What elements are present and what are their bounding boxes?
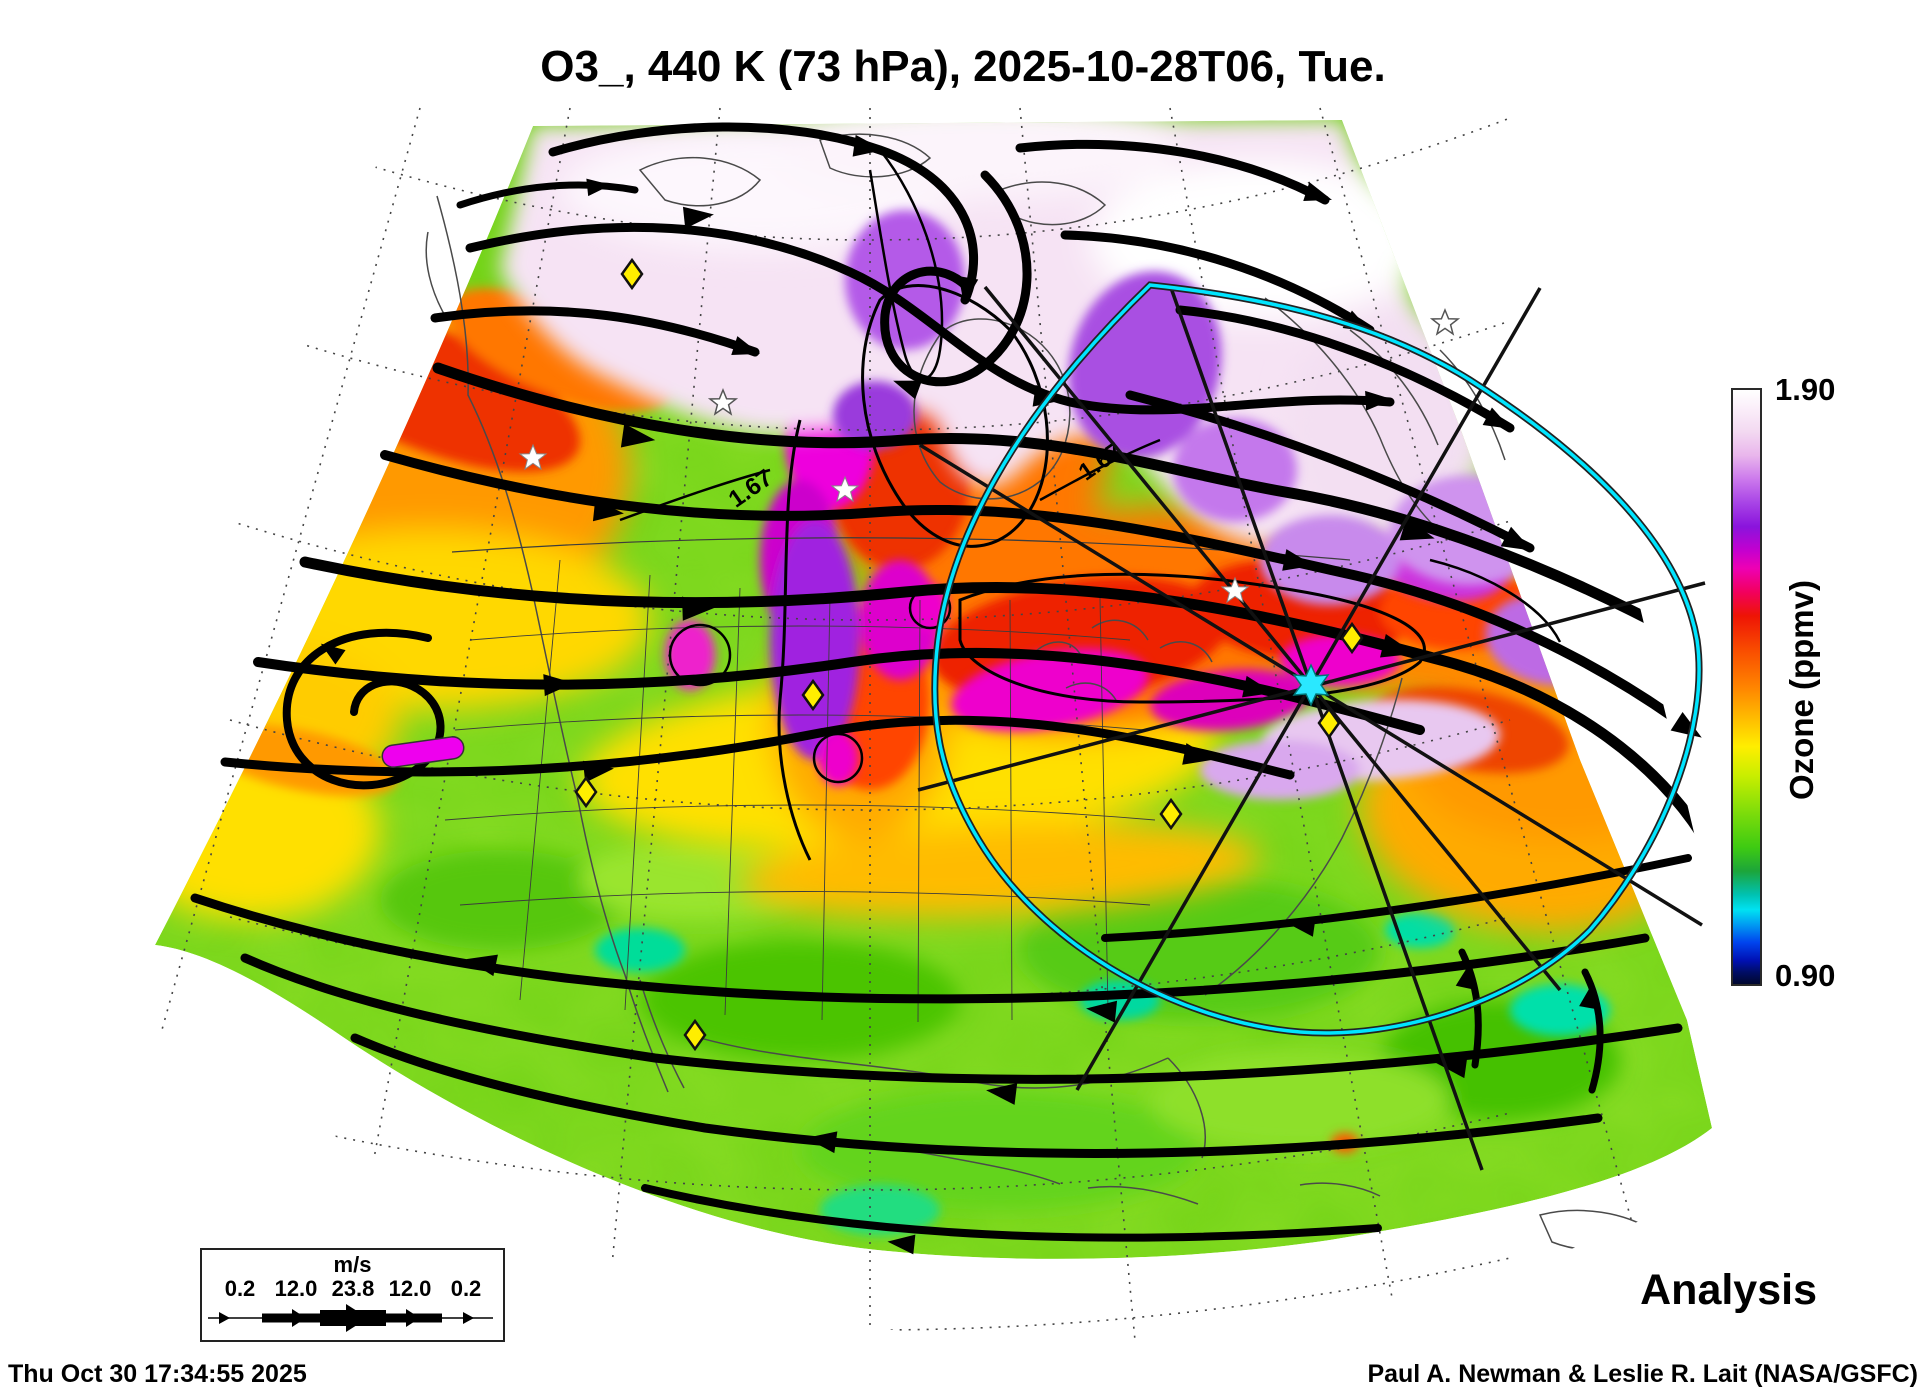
analysis-label: Analysis <box>1640 1266 1817 1314</box>
wind-value: 12.0 <box>274 1276 318 1301</box>
station-star-marker <box>1292 663 1330 707</box>
colorbar-axis-label: Ozone (ppmv) <box>1783 580 1820 800</box>
wind-arrow-glyph <box>208 1304 493 1332</box>
colorbar-gradient <box>1731 388 1762 986</box>
wind-value: 0.2 <box>450 1276 482 1301</box>
wind-value: 0.2 <box>224 1276 256 1301</box>
colorbar-max-label: 1.90 <box>1775 372 1836 407</box>
wind-value: 12.0 <box>388 1276 432 1301</box>
wind-speed-legend: m/s 0.2 12.0 23.8 12.0 0.2 <box>200 1248 505 1342</box>
wind-unit-label: m/s <box>333 1252 372 1277</box>
range-circle <box>931 281 1703 1037</box>
colorbar-min-label: 0.90 <box>1775 958 1836 993</box>
wind-value: 23.8 <box>331 1276 375 1301</box>
credit-line: Paul A. Newman & Leslie R. Lait (NASA/GS… <box>1367 1360 1918 1388</box>
generation-timestamp: Thu Oct 30 17:34:55 2025 <box>8 1360 307 1388</box>
page-title: O3_, 440 K (73 hPa), 2025-10-28T06, Tue. <box>540 42 1386 91</box>
psc-capsule-marker <box>381 736 465 768</box>
